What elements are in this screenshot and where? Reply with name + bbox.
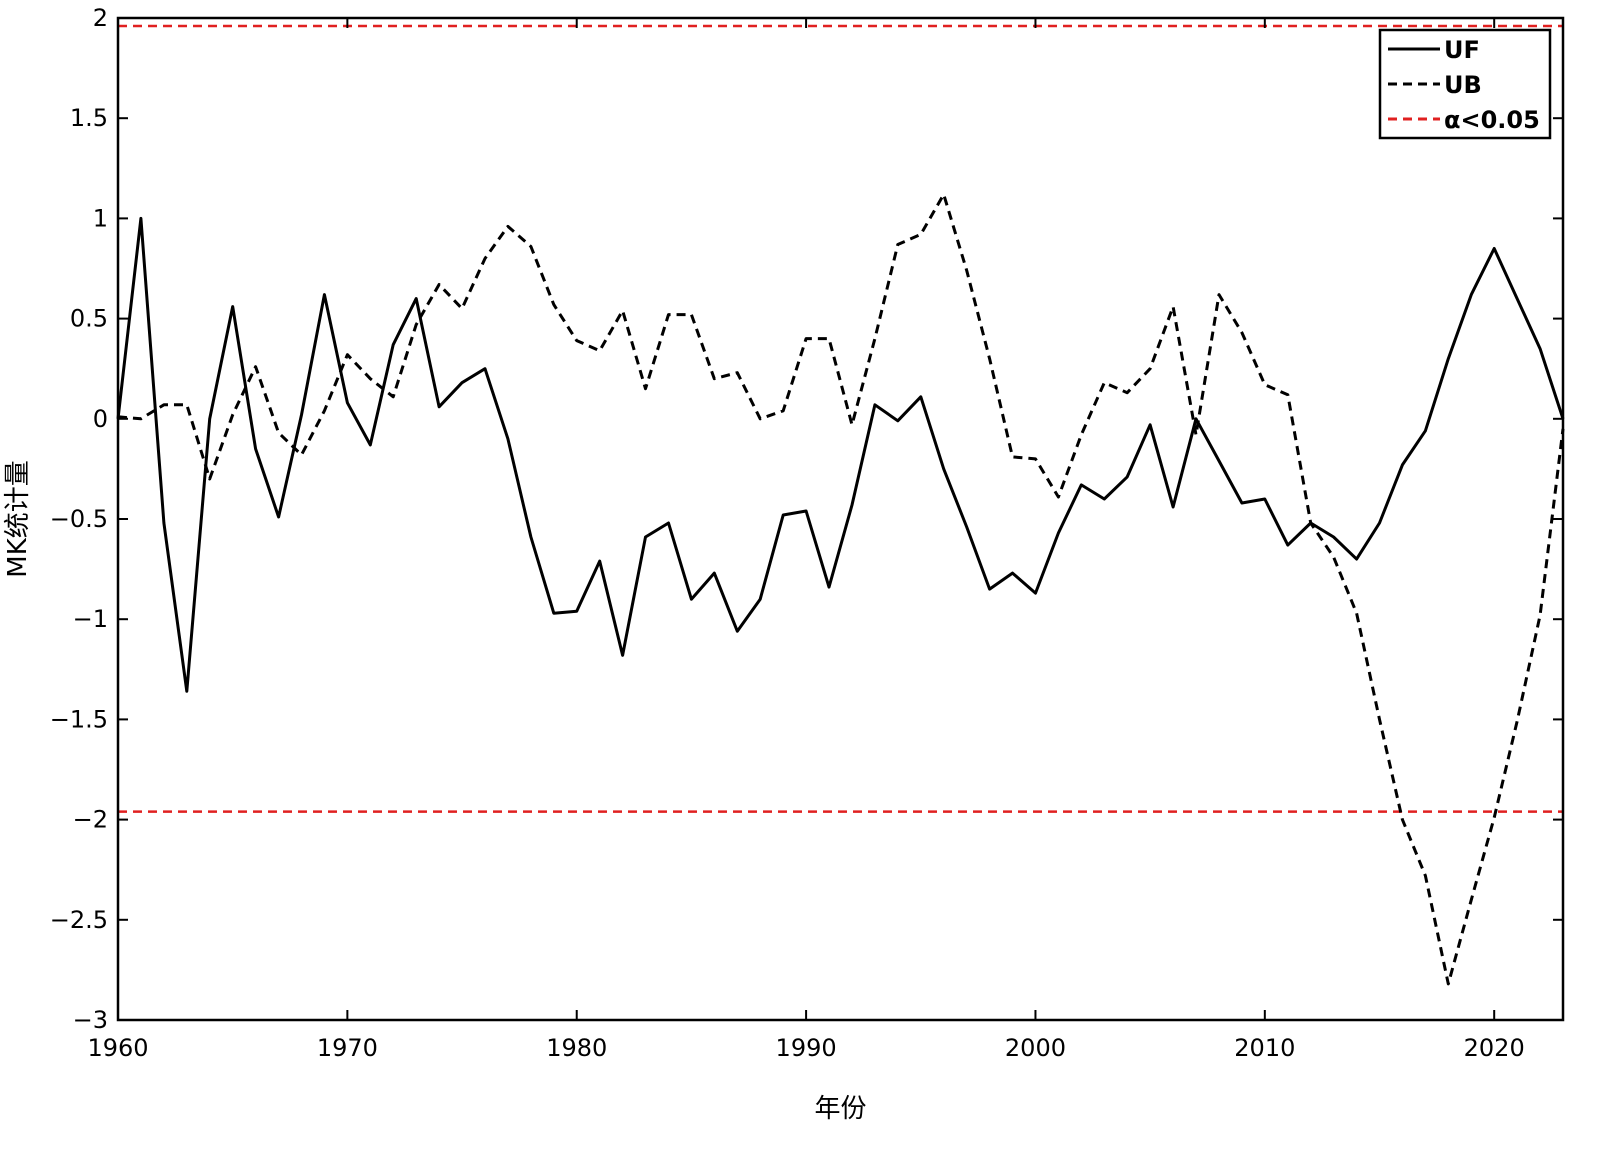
y-axis-title: MK统计量: [3, 460, 33, 577]
x-axis-title: 年份: [814, 1094, 866, 1124]
x-tick-label: 1970: [317, 1034, 378, 1062]
y-tick-label: −3: [73, 1006, 108, 1034]
legend-label: UF: [1444, 36, 1480, 64]
y-tick-label: 0.5: [70, 305, 108, 333]
x-tick-label: 2020: [1464, 1034, 1525, 1062]
y-tick-label: −2.5: [50, 906, 108, 934]
legend-item: α<0.05: [1388, 106, 1540, 134]
y-tick-label: 1.5: [70, 104, 108, 132]
legend-label: α<0.05: [1444, 106, 1540, 134]
y-tick-label: −0.5: [50, 505, 108, 533]
axes-frame: [116, 16, 1565, 1022]
series-lines: [116, 192, 1565, 986]
legend-item: UB: [1388, 71, 1482, 99]
y-tick-label: 1: [93, 204, 108, 232]
legend-item: UF: [1388, 36, 1480, 64]
legend-items: UF UB α<0.05: [1388, 36, 1540, 134]
x-tick-label: 2000: [1005, 1034, 1066, 1062]
x-tick-label: 1960: [87, 1034, 148, 1062]
y-tick-label: 0: [93, 405, 108, 433]
y-axis-ticks: 2 1.5 1 0.5 0 −0.5 −1 −1.5 −2 −2.5 −3: [50, 4, 1563, 1034]
series-line-uf: [116, 216, 1565, 693]
x-tick-label: 2010: [1234, 1034, 1295, 1062]
legend-label: UB: [1444, 71, 1482, 99]
legend: UF UB α<0.05: [1378, 28, 1552, 140]
x-tick-label: 1990: [776, 1034, 837, 1062]
y-tick-label: −2: [73, 806, 108, 834]
y-tick-label: −1.5: [50, 705, 108, 733]
series-line-ub: [117, 192, 1565, 986]
reference-lines: [118, 24, 1563, 813]
y-tick-label: −1: [73, 605, 108, 633]
x-tick-label: 1980: [546, 1034, 607, 1062]
x-axis-ticks: 1960 1970 1980 1990 2000 2010 2020: [87, 18, 1525, 1062]
y-tick-label: 2: [93, 4, 108, 32]
